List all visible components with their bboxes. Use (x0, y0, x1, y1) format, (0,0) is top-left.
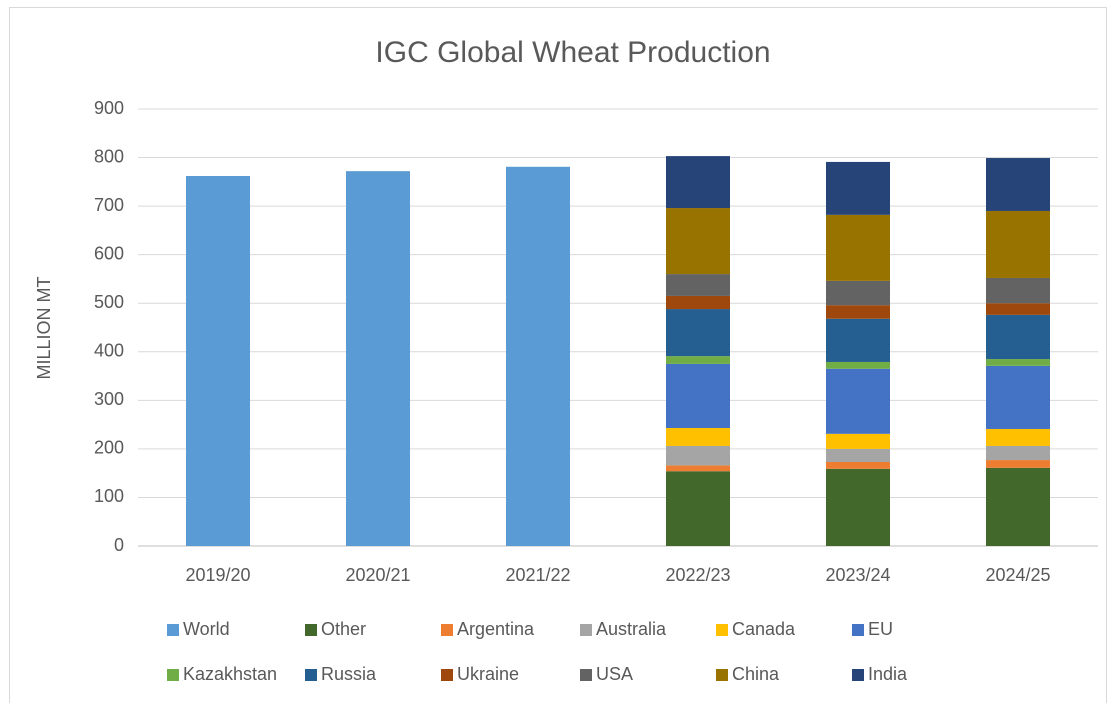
y-tick-label: 500 (94, 292, 124, 312)
bar-segment (826, 433, 890, 449)
bar-segment (826, 161, 890, 215)
bar-segment (986, 303, 1050, 315)
legend-swatch (441, 624, 453, 636)
legend-swatch (441, 669, 453, 681)
bar-segment (826, 214, 890, 281)
legend-label: Russia (321, 664, 377, 684)
bar-segment (826, 468, 890, 546)
legend-label: Other (321, 619, 366, 639)
bar-segment (666, 295, 730, 310)
bar-segment (186, 176, 250, 547)
bar-segment (666, 465, 730, 472)
legend-swatch (852, 669, 864, 681)
legend-label: Argentina (457, 619, 535, 639)
chart-title: IGC Global Wheat Production (375, 36, 770, 69)
x-tick-label: 2021/22 (505, 565, 570, 585)
y-tick-label: 100 (94, 486, 124, 506)
legend-swatch (167, 669, 179, 681)
bar-segment (986, 210, 1050, 278)
y-tick-label: 800 (94, 146, 124, 166)
y-tick-label: 700 (94, 195, 124, 215)
bar-segment (986, 445, 1050, 461)
bar-segment (826, 280, 890, 306)
x-tick-label: 2024/25 (985, 565, 1050, 585)
bar-segment (666, 363, 730, 429)
bar-segment (666, 445, 730, 466)
legend-swatch (716, 669, 728, 681)
bar-segment (826, 318, 890, 362)
bar-segment (666, 356, 730, 364)
y-axis-title: MILLION MT (34, 276, 54, 379)
y-tick-label: 200 (94, 438, 124, 458)
bar-segment (826, 305, 890, 319)
x-tick-label: 2023/24 (825, 565, 890, 585)
legend-label: India (868, 664, 908, 684)
x-tick-label: 2019/20 (185, 565, 250, 585)
legend-swatch (580, 669, 592, 681)
legend-label: EU (868, 619, 893, 639)
bar-segment (986, 467, 1050, 546)
bar-segment (666, 309, 730, 357)
bar-segment (826, 361, 890, 369)
y-tick-label: 600 (94, 243, 124, 263)
bar-segment (986, 365, 1050, 429)
y-tick-label: 0 (114, 535, 124, 555)
bar-segment (986, 359, 1050, 366)
legend-swatch (716, 624, 728, 636)
bar-segment (986, 428, 1050, 446)
bar-segment (346, 171, 410, 546)
bar-segment (506, 166, 570, 546)
legend-label: China (732, 664, 780, 684)
legend-swatch (852, 624, 864, 636)
legend-label: Kazakhstan (183, 664, 277, 684)
legend-swatch (305, 624, 317, 636)
legend-label: Ukraine (457, 664, 519, 684)
bar-segment (826, 461, 890, 469)
y-tick-label: 400 (94, 341, 124, 361)
legend-label: USA (596, 664, 633, 684)
bar-segment (666, 428, 730, 446)
bar-segment (986, 158, 1050, 211)
bar-segment (666, 274, 730, 296)
legend-label: World (183, 619, 230, 639)
bar-segment (826, 448, 890, 462)
y-tick-label: 900 (94, 98, 124, 118)
bar-segment (986, 460, 1050, 468)
x-tick-label: 2020/21 (345, 565, 410, 585)
bar-segment (986, 314, 1050, 360)
bar-segment (666, 156, 730, 209)
legend-swatch (305, 669, 317, 681)
bar-segment (666, 208, 730, 275)
legend-swatch (580, 624, 592, 636)
legend-swatch (167, 624, 179, 636)
y-tick-label: 300 (94, 389, 124, 409)
bar-segment (666, 471, 730, 546)
bar-segment (986, 277, 1050, 304)
x-tick-label: 2022/23 (665, 565, 730, 585)
legend-label: Canada (732, 619, 796, 639)
legend-label: Australia (596, 619, 667, 639)
bar-segment (826, 368, 890, 434)
